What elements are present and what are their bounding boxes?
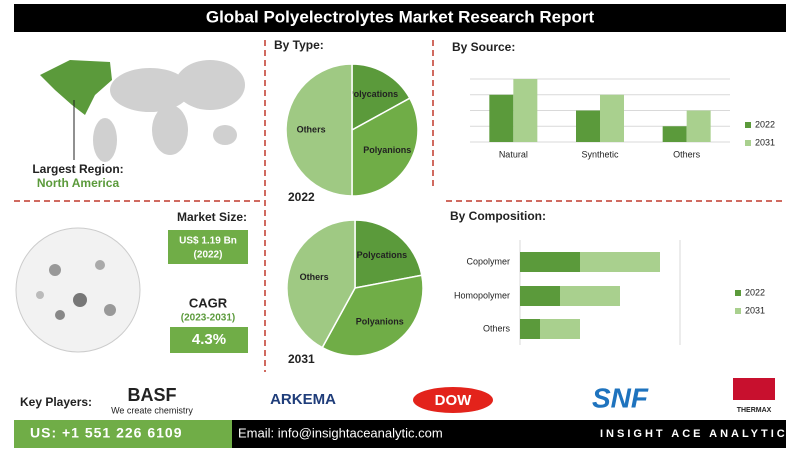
pie-year: 2031 xyxy=(288,352,315,366)
slice-label: Polycations xyxy=(348,89,399,99)
bar-segment xyxy=(520,319,540,339)
legend-label: 2022 xyxy=(745,287,765,297)
market-size-box xyxy=(168,230,248,264)
market-size-value: US$ 1.19 Bn xyxy=(179,236,237,247)
header-bar xyxy=(14,4,786,32)
legend-swatch xyxy=(745,140,751,146)
legend-swatch xyxy=(735,290,741,296)
type-heading: By Type: xyxy=(274,38,324,52)
pie-slice xyxy=(285,63,353,197)
x-tick-label: Others xyxy=(673,149,701,159)
brand: INSIGHT ACE ANALYTIC xyxy=(600,428,788,440)
composition-heading: By Composition: xyxy=(450,209,546,223)
bar xyxy=(489,94,514,142)
company-logo: SNF xyxy=(592,382,649,413)
legend-swatch xyxy=(745,122,751,128)
pie-slice xyxy=(354,219,423,289)
company-logo: BASF xyxy=(128,385,177,405)
world-map xyxy=(40,60,245,162)
bar xyxy=(576,110,600,142)
legend-label: 2031 xyxy=(755,137,775,147)
bar-segment xyxy=(540,319,580,339)
company-logo: DOW xyxy=(435,392,473,409)
market-size-label: Market Size: xyxy=(177,210,247,224)
thermax-mark xyxy=(733,378,775,400)
pie-slice xyxy=(286,219,356,349)
bar-segment xyxy=(520,252,580,272)
x-tick-label: Natural xyxy=(499,149,528,159)
y-tick-label: Others xyxy=(483,323,511,333)
bar xyxy=(600,94,624,142)
pie-year: 2022 xyxy=(288,190,315,204)
pie-slice xyxy=(351,63,411,132)
bar xyxy=(662,126,687,142)
cagr-label: CAGR xyxy=(189,295,228,310)
legend-swatch xyxy=(735,308,741,314)
cagr-value: 4.3% xyxy=(192,331,226,348)
footer-bar xyxy=(232,420,786,448)
market-size-year: (2022) xyxy=(194,250,223,261)
company-logo: THERMAX xyxy=(737,407,772,414)
source-heading: By Source: xyxy=(452,40,515,54)
slice-label: Others xyxy=(297,124,326,134)
bar xyxy=(686,110,711,142)
molecule-globe xyxy=(15,227,141,353)
separators xyxy=(14,40,786,372)
phone: US: +1 551 226 6109 xyxy=(30,425,183,441)
slice-label: Polyanions xyxy=(356,316,404,326)
pie-slice xyxy=(351,97,419,197)
slice-label: Polyanions xyxy=(363,145,411,155)
pie-slice xyxy=(321,274,424,357)
company-logo: ARKEMA xyxy=(270,391,336,408)
dow-diamond xyxy=(413,387,493,413)
bar xyxy=(513,79,538,142)
company-tagline: We create chemistry xyxy=(111,405,193,415)
title: Global Polyelectrolytes Market Research … xyxy=(206,7,595,26)
legend-label: 2031 xyxy=(745,305,765,315)
region-label: Largest Region: xyxy=(32,162,123,176)
phone-bar xyxy=(14,420,232,448)
bar-segment xyxy=(560,286,620,306)
email: Email: info@insightaceanalytic.com xyxy=(238,425,443,440)
region-value: North America xyxy=(37,176,120,190)
key-players-label: Key Players: xyxy=(20,395,92,409)
y-tick-label: Copolymer xyxy=(466,256,510,266)
bar-segment xyxy=(520,286,560,306)
legend-label: 2022 xyxy=(755,119,775,129)
slice-label: Others xyxy=(300,272,329,282)
cagr-box xyxy=(170,327,248,353)
x-tick-label: Synthetic xyxy=(581,149,619,159)
y-tick-label: Homopolymer xyxy=(454,290,510,300)
bar-segment xyxy=(580,252,660,272)
cagr-period: (2023-2031) xyxy=(181,313,235,324)
slice-label: Polycations xyxy=(357,250,408,260)
